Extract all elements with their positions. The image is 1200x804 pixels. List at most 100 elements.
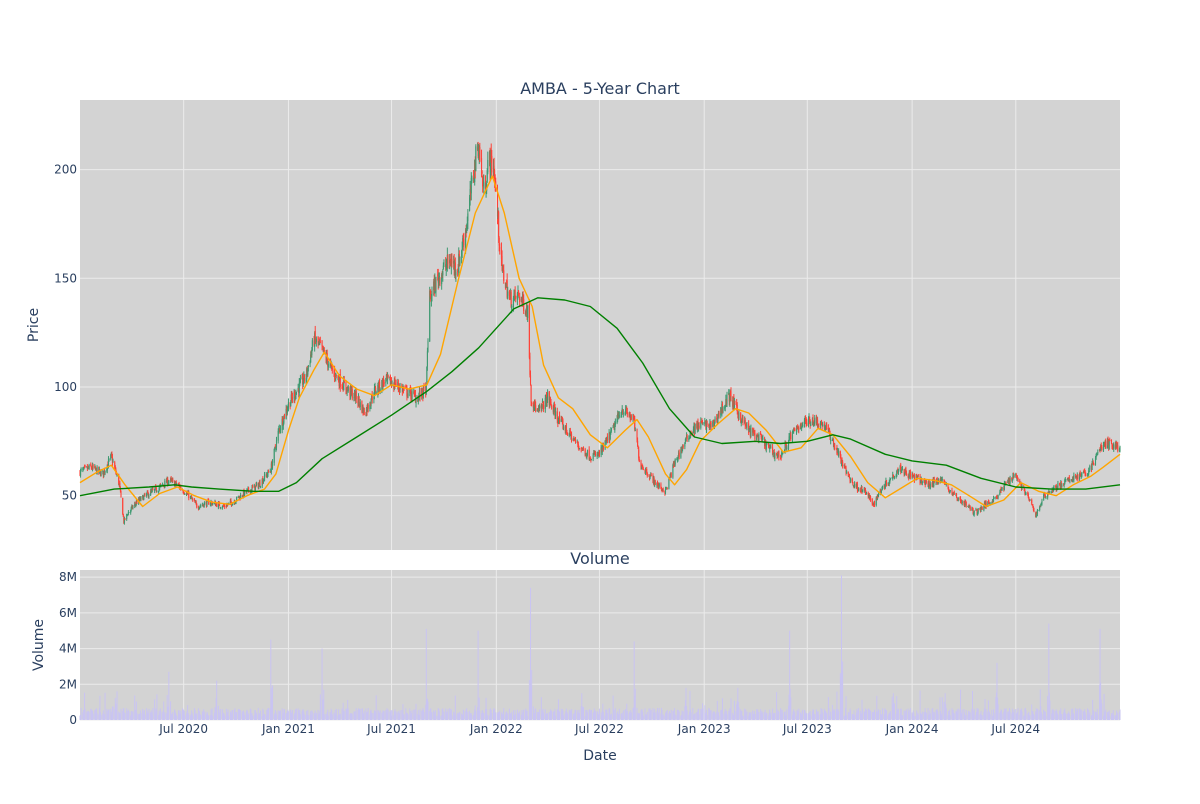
volume-bar (999, 711, 1001, 720)
volume-bar (381, 714, 383, 720)
x-tick-label: Jul 2023 (782, 722, 832, 736)
candle-body (724, 405, 726, 408)
candle-body (454, 262, 456, 273)
volume-bar (84, 692, 86, 720)
volume-bar (593, 708, 595, 720)
x-tick-label: Jan 2024 (885, 722, 939, 736)
volume-bar (123, 708, 125, 720)
volume-bar (526, 710, 528, 720)
volume-bar (418, 715, 420, 720)
candle-body (728, 394, 730, 402)
volume-bar (937, 711, 939, 720)
candle-body (724, 406, 726, 409)
volume-bar (989, 714, 991, 720)
candle-body (189, 496, 192, 498)
candle-body (446, 255, 448, 265)
candle-body (128, 512, 130, 513)
volume-bar (334, 710, 336, 720)
candle-body (956, 497, 958, 500)
volume-bar (96, 713, 98, 720)
volume-bar (989, 711, 991, 720)
volume-bar (82, 710, 84, 720)
candle-body (588, 449, 590, 460)
candle-body (634, 430, 636, 431)
candle-body (864, 488, 866, 493)
candle-body (346, 387, 348, 392)
volume-bar (629, 711, 631, 720)
volume-bar (467, 711, 469, 720)
candle-body (545, 395, 548, 405)
volume-bar (881, 708, 883, 720)
candle-body (972, 508, 974, 514)
volume-bar (242, 710, 244, 720)
volume-bar (977, 709, 979, 720)
volume-bar (499, 710, 501, 720)
candle-body (271, 463, 273, 468)
volume-bar (776, 692, 778, 720)
candle-body (333, 371, 335, 373)
candle-body (813, 422, 815, 424)
candle-body (781, 452, 783, 458)
candle-body (310, 354, 312, 363)
candle-body (142, 495, 144, 498)
volume-bar (259, 714, 261, 720)
volume-bar (273, 714, 275, 720)
candle-body (1024, 490, 1026, 494)
volume-bar (861, 699, 863, 720)
volume-bar (459, 711, 461, 720)
volume-bar (307, 709, 309, 720)
candle-body (170, 478, 172, 481)
candle-body (1113, 444, 1115, 449)
candle-body (282, 423, 284, 426)
volume-bar (768, 713, 770, 720)
volume-bar (748, 715, 750, 720)
volume-bar (923, 711, 925, 720)
volume-bar (933, 712, 935, 720)
candle-body (577, 442, 579, 445)
volume-bar (637, 712, 639, 720)
candle-body (1052, 489, 1054, 492)
volume-bar (622, 710, 624, 720)
volume-bar (106, 710, 108, 720)
candle-body (788, 436, 790, 441)
volume-bar (936, 709, 938, 720)
volume-bar (545, 713, 547, 720)
candle-body (267, 471, 270, 473)
volume-bar (471, 715, 473, 720)
volume-bar (414, 709, 416, 720)
volume-bar (274, 713, 276, 720)
volume-bar (262, 708, 264, 720)
volume-bar (944, 693, 946, 720)
volume-bar (322, 699, 324, 720)
candle-body (564, 426, 566, 432)
candle-body (809, 416, 811, 422)
volume-bar (323, 714, 325, 720)
candle-body (924, 482, 926, 485)
candle-body (369, 403, 372, 406)
volume-bar (194, 710, 196, 720)
candle-body (574, 439, 576, 441)
volume-bar (889, 711, 891, 720)
candle-body (143, 493, 145, 496)
candle-body (99, 471, 102, 476)
volume-bar (630, 712, 632, 720)
volume-bar (111, 706, 113, 720)
candle-body (437, 274, 439, 276)
candle-body (933, 479, 935, 487)
volume-bar (781, 709, 783, 720)
volume-bar (776, 709, 778, 720)
volume-bar (162, 710, 164, 720)
volume-bar (160, 711, 162, 720)
candle-body (957, 500, 959, 501)
volume-bar (485, 697, 487, 720)
candle-body (1016, 478, 1018, 480)
candle-body (725, 399, 727, 407)
volume-bar (238, 709, 240, 720)
volume-bar (777, 715, 779, 720)
candle-body (528, 304, 530, 358)
volume-bar (142, 711, 144, 720)
volume-bar (633, 641, 635, 720)
candle-body (717, 413, 720, 416)
volume-bar (198, 715, 200, 720)
candle-body (562, 427, 565, 429)
